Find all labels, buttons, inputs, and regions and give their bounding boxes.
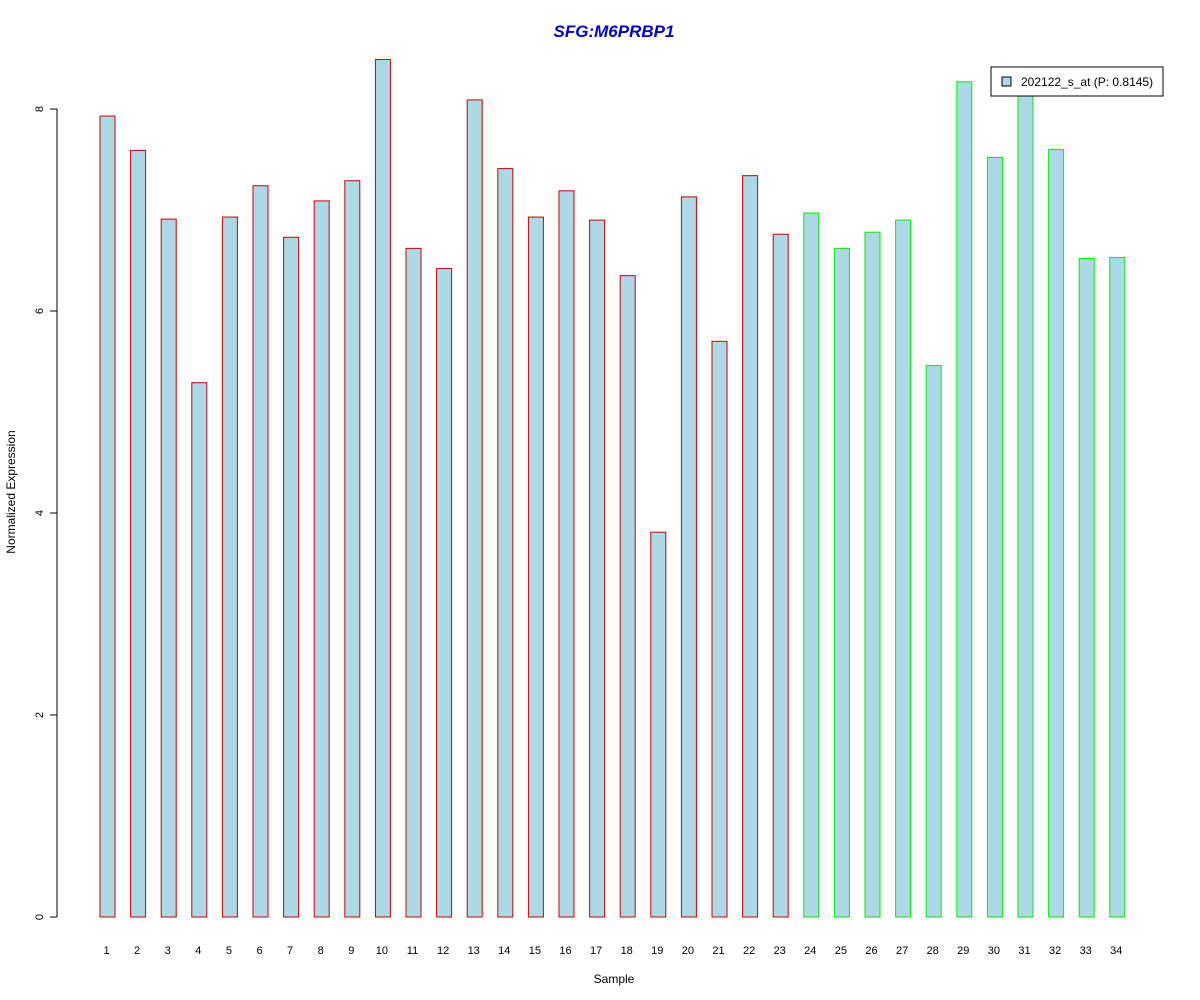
y-tick-label: 2 — [34, 712, 46, 718]
x-tick-label: 7 — [287, 945, 293, 957]
bar-sample-22 — [743, 176, 758, 917]
bar-sample-4 — [192, 383, 207, 917]
x-tick-label: 3 — [165, 945, 171, 957]
x-tick-label: 10 — [376, 945, 388, 957]
x-tick-labels: 1 2 3 4 5 6 7 8 9 10 11 12 13 14 15 16 17 18 19 20 21 22 23 24 2… — [103, 945, 1122, 957]
x-tick-label: 5 — [226, 945, 232, 957]
bar-sample-1 — [100, 116, 115, 917]
y-tick-label: 0 — [34, 914, 46, 920]
x-tick-label: 33 — [1080, 945, 1092, 957]
bar-sample-7 — [284, 237, 299, 917]
x-tick-label: 6 — [256, 945, 262, 957]
bar-sample-32 — [1049, 149, 1064, 917]
x-tick-label: 19 — [651, 945, 663, 957]
y-axis-label: Normalized Expression — [4, 430, 18, 553]
x-tick-label: 31 — [1018, 945, 1030, 957]
x-tick-label: 28 — [927, 945, 939, 957]
bar-sample-9 — [345, 181, 360, 917]
x-tick-label: 12 — [437, 945, 449, 957]
bar-sample-34 — [1110, 257, 1125, 917]
x-tick-label: 18 — [621, 945, 633, 957]
bar-sample-23 — [773, 234, 788, 917]
x-tick-label: 15 — [529, 945, 541, 957]
x-tick-label: 2 — [134, 945, 140, 957]
x-tick-label: 11 — [407, 945, 418, 957]
bar-sample-21 — [712, 341, 727, 917]
x-tick-label: 4 — [195, 945, 201, 957]
bar-sample-25 — [834, 248, 849, 917]
bar-sample-2 — [131, 150, 146, 917]
bar-sample-29 — [957, 82, 972, 917]
bar-sample-13 — [467, 100, 482, 917]
x-tick-label: 34 — [1110, 945, 1122, 957]
bar-sample-12 — [437, 269, 452, 917]
legend-swatch — [1002, 77, 1011, 86]
x-tick-label: 29 — [957, 945, 969, 957]
bar-sample-14 — [498, 169, 513, 917]
x-tick-label: 16 — [559, 945, 571, 957]
y-tick-label: 8 — [34, 106, 46, 112]
bar-sample-5 — [222, 217, 237, 917]
x-tick-label: 1 — [103, 945, 109, 957]
bar-sample-18 — [620, 276, 635, 917]
bar-sample-10 — [375, 60, 390, 917]
x-tick-label: 22 — [743, 945, 755, 957]
x-tick-label: 17 — [590, 945, 602, 957]
bar-sample-19 — [651, 532, 666, 917]
legend-label: 202122_s_at (P: 0.8145) — [1021, 75, 1153, 89]
bar-sample-11 — [406, 248, 421, 917]
bar-sample-6 — [253, 186, 268, 917]
expression-bar-chart: SFG:M6PRBP1 02468 1 2 3 4 5 6 7 8 9 10 11 12 13 14 15 1… — [0, 0, 1200, 1000]
bar-sample-31 — [1018, 92, 1033, 917]
x-tick-label: 21 — [712, 945, 724, 957]
bar-sample-16 — [559, 191, 574, 917]
x-tick-label: 9 — [348, 945, 354, 957]
x-tick-label: 32 — [1049, 945, 1061, 957]
bar-sample-24 — [804, 213, 819, 917]
bars-group — [100, 60, 1125, 917]
x-tick-label: 13 — [468, 945, 480, 957]
bar-sample-27 — [896, 220, 911, 917]
x-tick-label: 24 — [804, 945, 816, 957]
x-tick-label: 14 — [498, 945, 510, 957]
bar-sample-8 — [314, 201, 329, 917]
chart-title: SFG:M6PRBP1 — [554, 22, 675, 41]
y-axis: 0 2 4 6 8 — [34, 106, 57, 920]
x-axis-label: Sample — [594, 972, 635, 986]
x-tick-label: 26 — [865, 945, 877, 957]
bar-sample-33 — [1079, 258, 1094, 917]
legend: 202122_s_at (P: 0.8145) — [991, 67, 1163, 96]
x-tick-label: 25 — [835, 945, 847, 957]
bar-sample-17 — [590, 220, 605, 917]
x-tick-label: 27 — [896, 945, 908, 957]
y-tick-label: 6 — [34, 308, 46, 314]
bar-sample-3 — [161, 219, 176, 917]
bar-sample-15 — [528, 217, 543, 917]
x-tick-label: 30 — [988, 945, 1000, 957]
bar-sample-30 — [987, 157, 1002, 917]
x-tick-label: 8 — [318, 945, 324, 957]
x-tick-label: 23 — [774, 945, 786, 957]
bar-sample-26 — [865, 232, 880, 917]
y-tick-label: 4 — [34, 510, 46, 516]
bar-sample-28 — [926, 366, 941, 917]
x-tick-label: 20 — [682, 945, 694, 957]
bar-sample-20 — [681, 197, 696, 917]
